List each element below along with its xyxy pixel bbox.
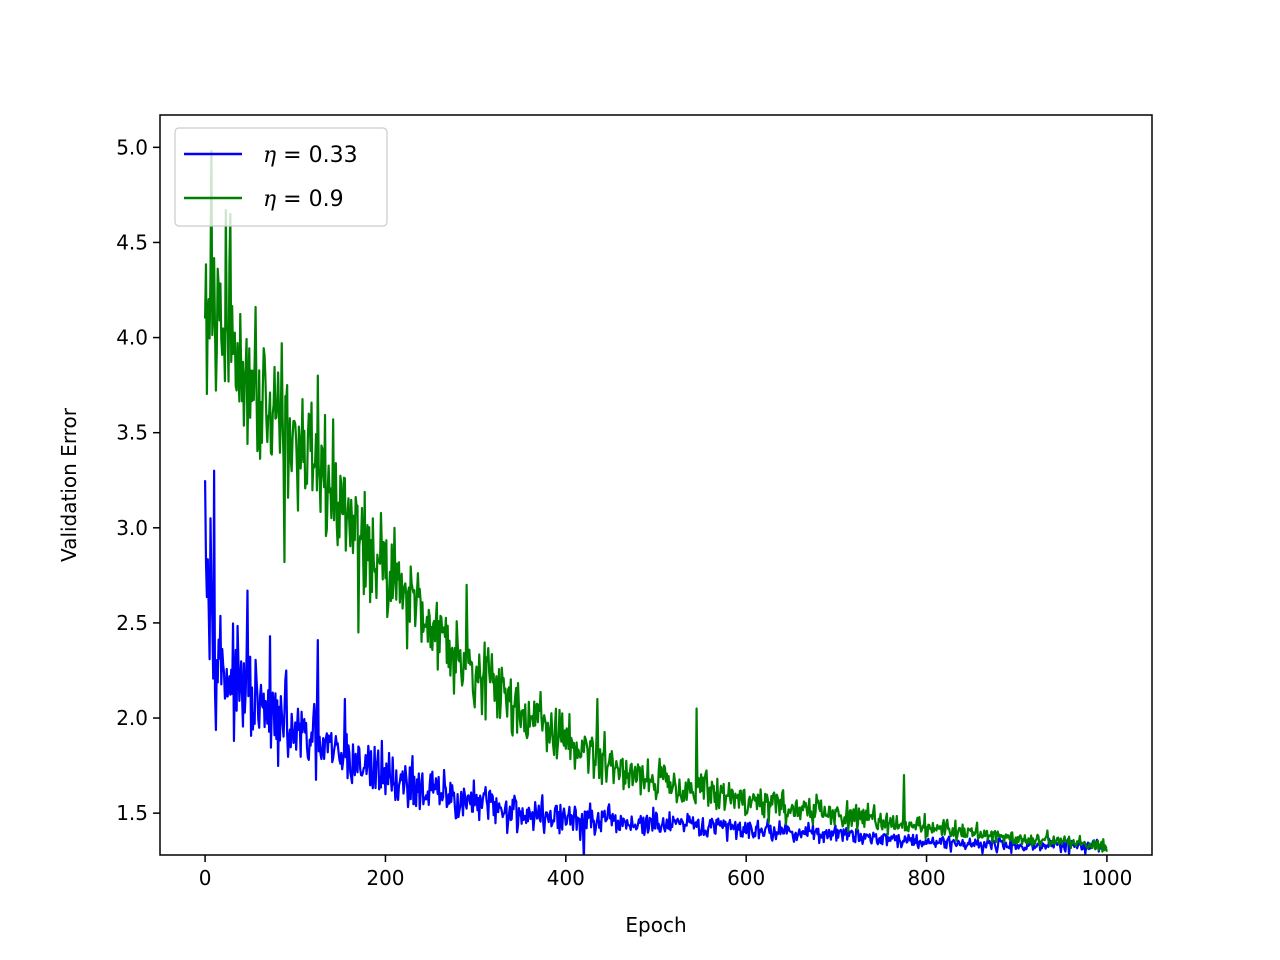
x-axis: 0 200 400 600 800 1000 — [199, 855, 1132, 890]
legend-symbol: η — [263, 143, 276, 168]
legend-value: = 0.9 — [276, 187, 343, 212]
series-layer — [203, 150, 1108, 855]
legend-box — [174, 127, 388, 227]
plot-frame — [159, 114, 1153, 856]
legend: η = 0.33η = 0.9 — [174, 127, 388, 227]
y-tick-label: 2.5 — [116, 611, 148, 635]
x-tick-label: 1000 — [1081, 866, 1132, 890]
legend-value: = 0.33 — [276, 143, 357, 168]
y-axis: 1.5 2.0 2.5 3.0 3.5 4.0 4.5 5.0 — [116, 135, 160, 825]
y-tick-label: 5.0 — [116, 135, 148, 159]
series-line-1 — [203, 469, 1108, 855]
y-tick-label: 3.0 — [116, 516, 148, 540]
x-tick-label: 400 — [547, 866, 585, 890]
legend-symbol: η — [263, 187, 276, 212]
x-tick-label: 200 — [366, 866, 404, 890]
series-line-2 — [203, 150, 1108, 853]
x-tick-label: 600 — [727, 866, 765, 890]
y-tick-label: 2.0 — [116, 706, 148, 730]
y-tick-label: 4.0 — [116, 326, 148, 350]
x-tick-label: 800 — [907, 866, 945, 890]
y-tick-label: 4.5 — [116, 230, 148, 254]
x-axis-label: Epoch — [625, 913, 686, 937]
legend-label: η = 0.9 — [263, 187, 344, 212]
y-tick-label: 1.5 — [116, 801, 148, 825]
x-tick-label: 0 — [199, 866, 212, 890]
y-axis-label: Validation Error — [57, 407, 81, 562]
legend-label: η = 0.33 — [263, 143, 358, 168]
y-tick-label: 3.5 — [116, 421, 148, 445]
